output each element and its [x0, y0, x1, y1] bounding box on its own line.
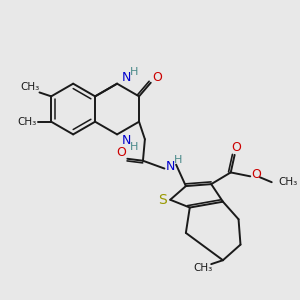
Text: S: S [158, 193, 167, 207]
Text: O: O [153, 71, 163, 84]
Text: O: O [117, 146, 126, 159]
Text: H: H [174, 155, 182, 165]
Text: CH₃: CH₃ [17, 117, 36, 127]
Text: CH₃: CH₃ [20, 82, 39, 92]
Text: N: N [122, 71, 131, 84]
Text: O: O [232, 141, 242, 154]
Text: H: H [130, 67, 138, 77]
Text: N: N [166, 160, 175, 173]
Text: N: N [122, 134, 131, 147]
Text: O: O [251, 168, 261, 181]
Text: CH₃: CH₃ [194, 263, 213, 273]
Text: H: H [130, 142, 138, 152]
Text: CH₃: CH₃ [278, 177, 298, 187]
